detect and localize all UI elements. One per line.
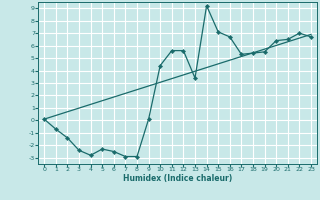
X-axis label: Humidex (Indice chaleur): Humidex (Indice chaleur) <box>123 174 232 183</box>
